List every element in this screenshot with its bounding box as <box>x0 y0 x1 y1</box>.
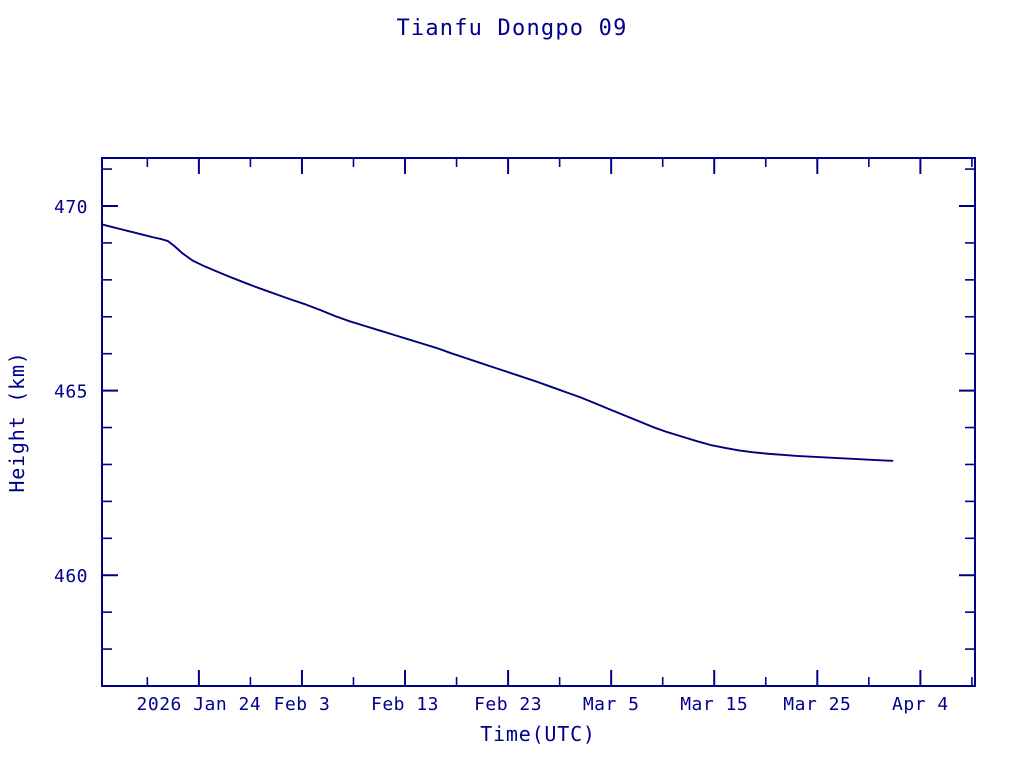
x-axis-tick-labels: 2026 Jan 24 Feb 3 Feb 13 Feb 23 Mar 5 Mar 15 M… <box>137 694 949 715</box>
x-tick-label: Apr 4 <box>892 694 949 715</box>
y-tick-label: 470 <box>54 197 88 218</box>
y-tick-label: 465 <box>54 382 88 403</box>
x-tick-label: Mar 15 <box>680 694 748 715</box>
x-tick-label: Feb 3 <box>274 694 331 715</box>
y-axis-minor-ticks <box>102 168 975 650</box>
y-axis-major-ticks <box>102 205 975 577</box>
height-series-line <box>101 223 894 462</box>
y-axis-title: Height (km) <box>5 351 29 492</box>
x-tick-label: Feb 13 <box>371 694 439 715</box>
x-tick-label: Mar 5 <box>583 694 640 715</box>
x-tick-label: Feb 23 <box>474 694 542 715</box>
x-tick-label: 2026 Jan 24 <box>137 694 262 715</box>
y-axis-tick-labels: 470 465 460 <box>54 197 88 587</box>
x-axis-major-ticks <box>197 158 922 686</box>
x-axis-title: Time(UTC) <box>480 722 596 746</box>
chart-title: Tianfu Dongpo 09 <box>396 16 628 41</box>
x-tick-label: Mar 25 <box>783 694 851 715</box>
x-axis-minor-ticks <box>146 158 973 686</box>
y-tick-label: 460 <box>54 566 88 587</box>
plot-frame <box>101 157 976 687</box>
